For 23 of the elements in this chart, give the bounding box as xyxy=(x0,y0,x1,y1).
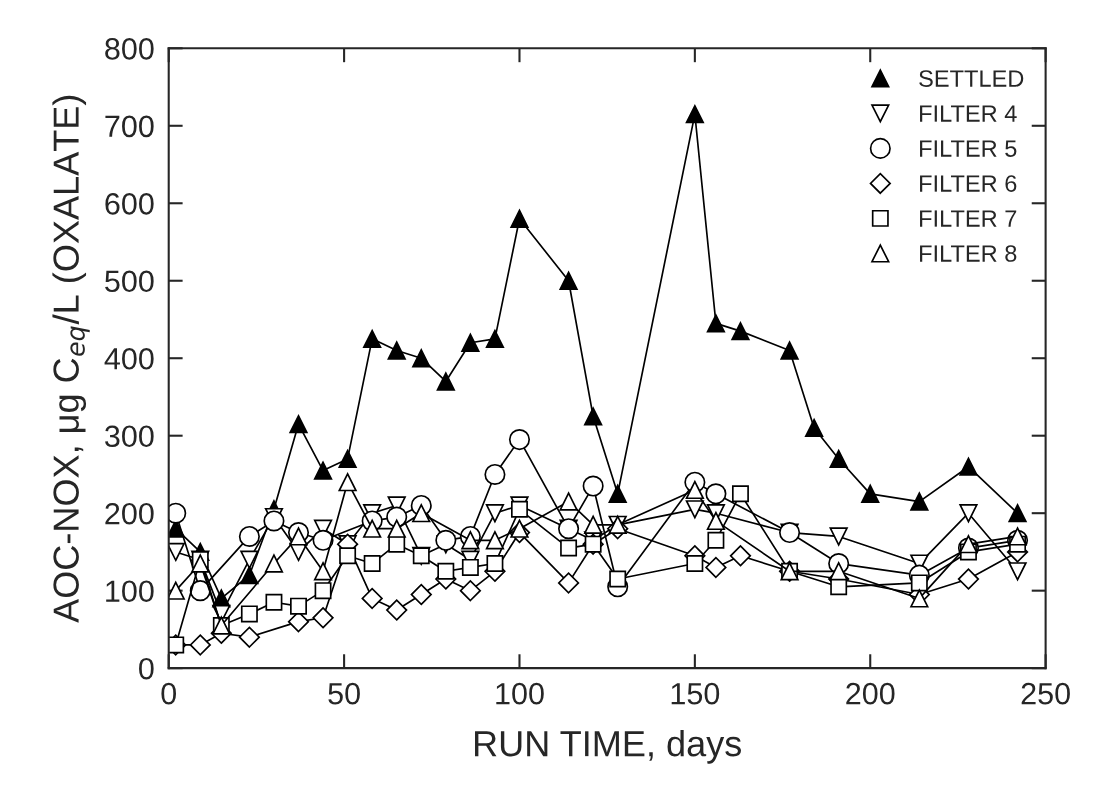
y-tick-label: 800 xyxy=(105,38,154,60)
x-tick-label: 100 xyxy=(496,682,544,705)
x-axis-title: RUN TIME, days xyxy=(475,729,741,764)
x-tick-label: 0 xyxy=(161,682,177,705)
legend-label: FILTER 4 xyxy=(920,105,1017,122)
x-tick-label: 200 xyxy=(846,682,895,705)
y-axis-title: AOC-NOX, μg C$_{eq}$/L (OXALATE) xyxy=(52,95,90,623)
legend-label: SETTLED xyxy=(919,70,1024,87)
legend-label: FILTER 6 xyxy=(920,175,1017,192)
y-tick-label: 0 xyxy=(139,657,154,680)
y-tick-label: 600 xyxy=(105,193,154,215)
y-tick-label: 200 xyxy=(105,502,154,525)
y-tick-label: 100 xyxy=(106,580,154,603)
legend-label: FILTER 7 xyxy=(920,210,1017,227)
y-tick-label: 500 xyxy=(105,270,154,293)
x-tick-label: 250 xyxy=(1021,682,1070,705)
y-tick-label: 400 xyxy=(104,347,154,370)
x-tick-label: 50 xyxy=(328,682,360,705)
legend-label: FILTER 5 xyxy=(920,140,1017,157)
y-tick-label: 700 xyxy=(105,115,154,138)
y-tick-label: 300 xyxy=(105,425,154,448)
legend-label: FILTER 8 xyxy=(920,245,1017,262)
x-tick-label: 150 xyxy=(671,682,720,705)
